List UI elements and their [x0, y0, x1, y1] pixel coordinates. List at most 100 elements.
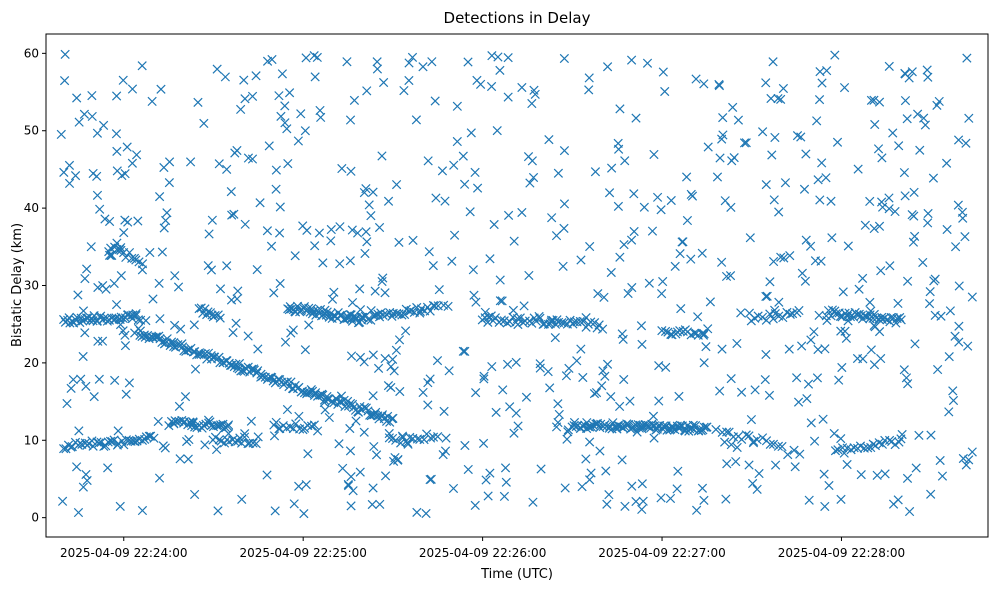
scatter-point	[486, 81, 497, 92]
scatter-point	[359, 357, 369, 367]
scatter-point	[440, 196, 450, 206]
scatter-point	[483, 491, 493, 501]
scatter-point	[560, 483, 570, 493]
scatter-point	[397, 431, 408, 441]
scatter-point	[449, 160, 459, 170]
scatter-point	[88, 168, 98, 179]
scatter-point	[900, 191, 910, 201]
scatter-point	[162, 208, 172, 218]
track-point	[768, 314, 778, 324]
scatter-point	[941, 158, 952, 168]
scatter-point	[697, 248, 707, 258]
scatter-point	[253, 344, 263, 354]
scatter-point	[626, 55, 637, 65]
scatter-point	[589, 388, 600, 399]
scatter-point	[470, 500, 480, 511]
track-point	[291, 419, 301, 429]
scatter-point	[746, 414, 757, 425]
scatter-point	[948, 386, 958, 396]
scatter-point	[712, 172, 723, 182]
scatter-point	[262, 470, 272, 480]
scatter-point	[472, 183, 483, 193]
track-point	[597, 324, 608, 334]
scatter-point	[204, 229, 214, 239]
scatter-point	[500, 463, 511, 473]
scatter-point	[120, 341, 131, 351]
scatter-point	[958, 453, 968, 464]
track-point	[515, 313, 525, 323]
scatter-point	[374, 312, 385, 322]
scatter-point	[815, 195, 825, 205]
scatter-point	[153, 416, 163, 427]
scatter-point	[285, 302, 295, 312]
scatter-point	[884, 193, 894, 203]
scatter-point	[402, 438, 413, 448]
scatter-point	[817, 78, 827, 88]
scatter-point	[338, 463, 348, 473]
scatter-point	[275, 278, 285, 289]
scatter-point	[797, 341, 807, 351]
scatter-point	[960, 232, 970, 242]
scatter-point	[111, 299, 122, 310]
scatter-point	[460, 346, 470, 357]
y-axis-label: Bistatic Delay (km)	[10, 223, 25, 347]
scatter-point	[343, 481, 354, 491]
scatter-point	[937, 471, 948, 481]
scatter-point	[173, 282, 184, 292]
scatter-point	[853, 164, 863, 174]
scatter-point	[836, 326, 846, 336]
track-point	[363, 314, 373, 325]
scatter-point	[761, 179, 771, 190]
scatter-point	[819, 469, 829, 479]
scatter-point	[893, 298, 903, 309]
track-point	[559, 318, 569, 328]
scatter-point	[888, 499, 899, 509]
scatter-point	[269, 431, 280, 441]
scatter-point	[754, 468, 764, 479]
scatter-point	[576, 344, 586, 354]
track-point	[744, 431, 754, 441]
track-point	[535, 313, 545, 323]
track-point	[592, 418, 603, 429]
scatter-point	[73, 290, 83, 300]
track-point	[312, 426, 323, 436]
scatter-point	[750, 385, 760, 395]
scatter-point	[56, 129, 66, 140]
track-point	[94, 438, 104, 448]
scatter-point	[335, 259, 345, 269]
scatter-point	[169, 320, 180, 330]
scatter-point	[559, 223, 569, 233]
scatter-point	[423, 400, 433, 410]
scatter-point	[854, 284, 864, 294]
track-point	[347, 399, 358, 409]
scatter-point	[839, 82, 850, 93]
track-point	[215, 358, 225, 368]
scatter-point	[424, 247, 434, 257]
scatter-point	[636, 321, 647, 331]
x-tick-label: 2025-04-09 22:26:00	[419, 546, 546, 560]
scatter-point	[361, 184, 371, 194]
scatter-point	[741, 138, 751, 148]
scatter-point	[866, 95, 877, 105]
scatter-point	[776, 94, 786, 104]
scatter-point	[503, 53, 513, 63]
track-point	[496, 315, 506, 325]
scatter-point	[294, 481, 304, 491]
scatter-point	[631, 496, 641, 507]
scatter-point	[147, 96, 157, 107]
scatter-point	[535, 363, 545, 373]
scatter-point	[521, 392, 532, 402]
scatter-point	[441, 433, 451, 443]
scatter-point	[62, 398, 72, 409]
track-point	[149, 433, 159, 443]
scatter-point	[631, 113, 641, 123]
scatter-point	[76, 374, 86, 384]
scatter-point	[380, 288, 390, 298]
scatter-point	[394, 237, 404, 247]
scatter-point	[647, 226, 658, 236]
x-tick-label: 2025-04-09 22:24:00	[60, 546, 187, 560]
scatter-point	[902, 473, 913, 484]
scatter-point	[795, 449, 805, 459]
scatter-point	[656, 493, 666, 503]
scatter-point	[530, 89, 540, 99]
